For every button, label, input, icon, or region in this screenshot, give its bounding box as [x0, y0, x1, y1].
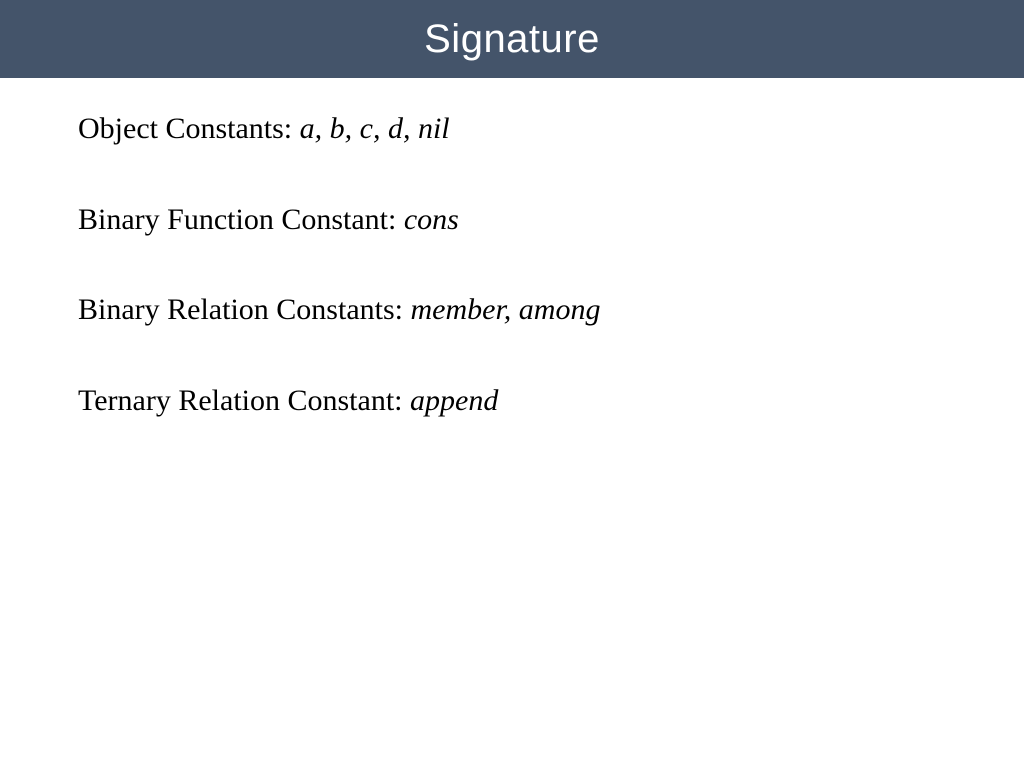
label: Binary Function Constant: [78, 203, 404, 236]
slide-title: Signature [424, 17, 600, 62]
value: cons [404, 203, 459, 236]
title-bar: Signature [0, 0, 1024, 78]
value: a, b, c, d, nil [300, 112, 450, 145]
line-binary-function: Binary Function Constant: cons [78, 203, 946, 238]
label: Ternary Relation Constant: [78, 384, 410, 417]
label: Binary Relation Constants: [78, 293, 410, 326]
slide-content: Object Constants: a, b, c, d, nil Binary… [0, 78, 1024, 418]
line-binary-relation: Binary Relation Constants: member, among [78, 293, 946, 328]
line-ternary-relation: Ternary Relation Constant: append [78, 384, 946, 419]
value: append [410, 384, 498, 417]
value: member, among [410, 293, 600, 326]
label: Object Constants: [78, 112, 300, 145]
line-object-constants: Object Constants: a, b, c, d, nil [78, 112, 946, 147]
